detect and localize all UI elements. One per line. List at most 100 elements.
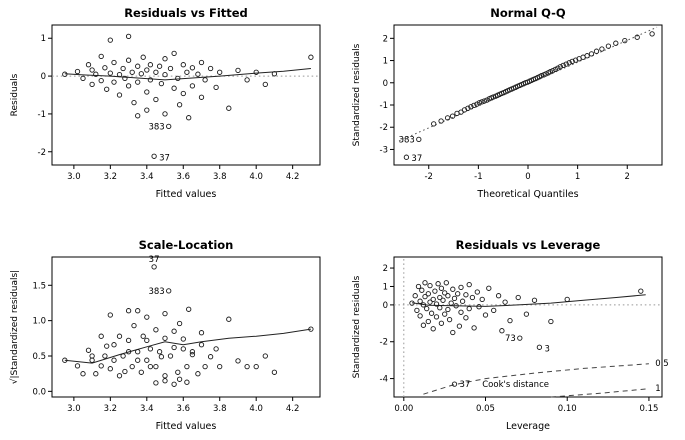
- data-point: [599, 46, 605, 52]
- data-point: [80, 75, 86, 82]
- data-point: [555, 65, 561, 71]
- data-point: [445, 306, 451, 313]
- data-point: [253, 69, 259, 75]
- x-tick-label: 4.2: [286, 172, 300, 182]
- data-point: [450, 329, 456, 336]
- y-axis-label: Residuals: [10, 73, 20, 116]
- data-point: [111, 342, 117, 348]
- data-point: [466, 305, 472, 312]
- data-point: [89, 67, 95, 73]
- data-point: [517, 335, 523, 341]
- data-point: [420, 302, 427, 308]
- data-point: [605, 43, 612, 49]
- data-point: [453, 303, 459, 309]
- normal-qq-chart: Normal Q-Q -2 -1 0 1 2 -3 -2 -1 0 1 2 Theoretical Qu…: [352, 6, 663, 200]
- data-point: [151, 153, 157, 159]
- data-point: [437, 305, 443, 311]
- data-point: [89, 353, 95, 359]
- data-point: [235, 358, 241, 364]
- data-point: [171, 344, 177, 351]
- data-point: [189, 349, 196, 355]
- data-point: [430, 296, 436, 303]
- data-point: [85, 62, 92, 68]
- data-point: [111, 59, 117, 66]
- data-point: [474, 101, 480, 107]
- data-point: [552, 66, 558, 73]
- data-point: [184, 363, 190, 370]
- data-point: [135, 113, 141, 119]
- data-point: [253, 363, 259, 370]
- point-label: 73: [505, 334, 516, 344]
- x-tick-label: 4.2: [286, 404, 300, 414]
- data-point: [458, 309, 464, 315]
- data-point: [171, 85, 177, 91]
- data-point: [89, 357, 95, 363]
- cooks-distance-contour-1: [550, 388, 649, 398]
- point-label: 37: [411, 154, 422, 164]
- y-tick-label: 0.5: [32, 352, 46, 362]
- data-point: [184, 69, 190, 75]
- data-point: [271, 71, 278, 77]
- y-tick-label: 1: [41, 34, 46, 44]
- data-point: [438, 320, 445, 326]
- data-point: [443, 280, 449, 286]
- data-point: [425, 318, 431, 325]
- data-point: [588, 51, 595, 57]
- data-point: [138, 369, 144, 375]
- data-point: [147, 62, 154, 68]
- data-point: [156, 63, 163, 69]
- point-label: 37: [159, 153, 170, 163]
- scale-location-chart: Scale-Location 3.0 3.2 3.4 3.6 3.8 4.0 4.2 0.0 0.…: [9, 238, 321, 432]
- data-point: [125, 57, 132, 63]
- x-tick-label: 3.4: [140, 404, 154, 414]
- data-point: [158, 354, 165, 360]
- data-point: [93, 371, 99, 377]
- data-point: [202, 77, 208, 83]
- data-point: [451, 295, 458, 302]
- data-point: [308, 54, 314, 60]
- data-point: [147, 77, 154, 83]
- plot-frame: [393, 24, 663, 166]
- data-point: [144, 89, 150, 95]
- y-tick-label: 0: [41, 72, 46, 82]
- data-point: [486, 285, 492, 291]
- data-point: [195, 371, 201, 377]
- data-point: [431, 121, 437, 127]
- data-point: [180, 346, 186, 352]
- data-point: [180, 90, 186, 97]
- data-point: [140, 54, 146, 60]
- data-point: [548, 318, 554, 325]
- data-point: [98, 333, 104, 339]
- data-point: [444, 115, 451, 121]
- data-point: [564, 296, 570, 303]
- data-point: [144, 357, 150, 363]
- data-point: [226, 105, 232, 111]
- y-tick-label: 1.0: [32, 317, 46, 327]
- point-label: 383: [148, 122, 164, 132]
- data-point: [122, 75, 128, 82]
- panel-scale-location: Scale-Location 3.0 3.2 3.4 3.6 3.8 4.0 4.2 0.0 0.…: [6, 237, 336, 433]
- data-point: [167, 65, 174, 72]
- data-point: [147, 363, 154, 370]
- data-point: [479, 99, 485, 105]
- data-point: [450, 286, 456, 292]
- plot-frame: [51, 24, 321, 166]
- residuals-vs-leverage-chart: Residuals vs Leverage 0.00 0.05 0.10 0.15 -4 -…: [352, 238, 669, 432]
- data-point: [416, 136, 422, 143]
- data-point: [93, 71, 99, 77]
- y-tick-label: 2: [383, 34, 388, 44]
- data-point: [456, 323, 463, 329]
- data-point: [147, 346, 154, 352]
- data-point: [135, 357, 141, 363]
- data-point: [186, 115, 192, 121]
- data-point: [189, 351, 196, 358]
- data-point: [107, 312, 113, 318]
- data-point: [403, 154, 410, 160]
- data-point: [62, 71, 68, 77]
- plot-title: Scale-Location: [139, 238, 234, 252]
- data-point: [129, 69, 135, 75]
- x-axis-label: Leverage: [506, 421, 550, 432]
- data-point: [195, 71, 201, 77]
- point-label: 383: [399, 135, 415, 145]
